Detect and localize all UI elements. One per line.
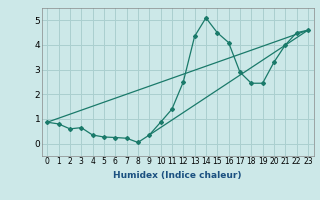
X-axis label: Humidex (Indice chaleur): Humidex (Indice chaleur)	[113, 171, 242, 180]
